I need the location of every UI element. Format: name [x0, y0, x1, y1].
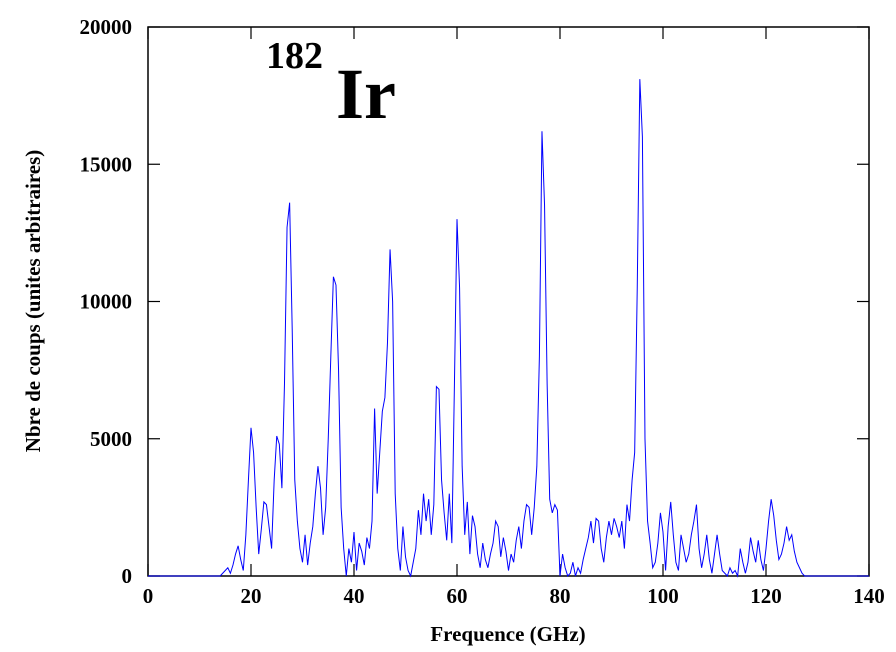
plot-frame — [147, 26, 870, 577]
x-tick-label: 120 — [750, 584, 782, 608]
y-tick-label: 15000 — [80, 152, 133, 176]
y-tick-label: 5000 — [90, 427, 132, 451]
x-tick-label: 140 — [853, 584, 885, 608]
x-tick-label: 40 — [344, 584, 365, 608]
x-tick-label: 100 — [647, 584, 679, 608]
x-axis-label: Frequence (GHz) — [430, 622, 585, 646]
y-tick-label: 0 — [122, 564, 133, 588]
x-tick-label: 60 — [447, 584, 468, 608]
x-tick-label: 80 — [550, 584, 571, 608]
y-tick-label: 20000 — [80, 15, 133, 39]
spectrum-line — [148, 79, 869, 578]
isotope-symbol: Ir — [336, 54, 396, 134]
y-axis-label: Nbre de coups (unites arbitraires) — [21, 150, 45, 453]
x-tick-label: 0 — [143, 584, 154, 608]
y-tick-label: 10000 — [80, 290, 133, 314]
x-tick-label: 20 — [241, 584, 262, 608]
isotope-mass: 182 — [266, 35, 323, 77]
